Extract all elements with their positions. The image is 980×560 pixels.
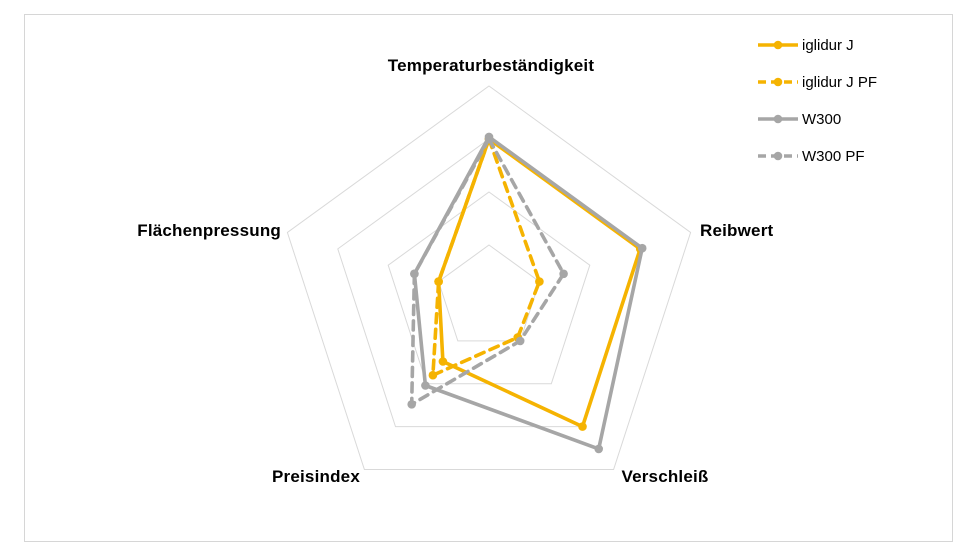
legend-swatch-solid-gray-icon — [758, 114, 798, 124]
axis-label-reibwert: Reibwert — [700, 221, 774, 240]
legend-swatch-dashed-gray-icon — [758, 151, 798, 161]
legend-item-iglidur-j-pf: iglidur J PF — [757, 71, 877, 93]
legend-label: iglidur J PF — [802, 73, 878, 91]
chart-frame — [24, 14, 953, 542]
legend-label: W300 — [802, 110, 842, 128]
axis-label-flaechenpressung: Flächenpressung — [137, 221, 281, 240]
series-w300-pf — [407, 134, 568, 409]
legend-swatch-solid-yellow-icon — [758, 40, 798, 50]
legend-item-w300: W300 — [757, 108, 877, 130]
legend-label: W300 PF — [802, 147, 865, 165]
axis-label-verschleiss: Verschleiß — [621, 467, 709, 486]
legend-swatch-dashed-yellow-icon — [758, 77, 798, 87]
series-w300 — [410, 132, 647, 454]
legend: iglidur J iglidur J PF W300 W300 PF — [757, 34, 877, 167]
legend-item-iglidur-j: iglidur J — [757, 34, 877, 56]
axis-label-preisindex: Preisindex — [272, 467, 360, 486]
legend-item-w300-pf: W300 PF — [757, 145, 877, 167]
legend-label: iglidur J — [802, 36, 854, 54]
axis-label-temperaturbestaendigkeit: Temperaturbeständigkeit — [387, 56, 595, 75]
series-iglidur-j-pf — [428, 134, 544, 380]
